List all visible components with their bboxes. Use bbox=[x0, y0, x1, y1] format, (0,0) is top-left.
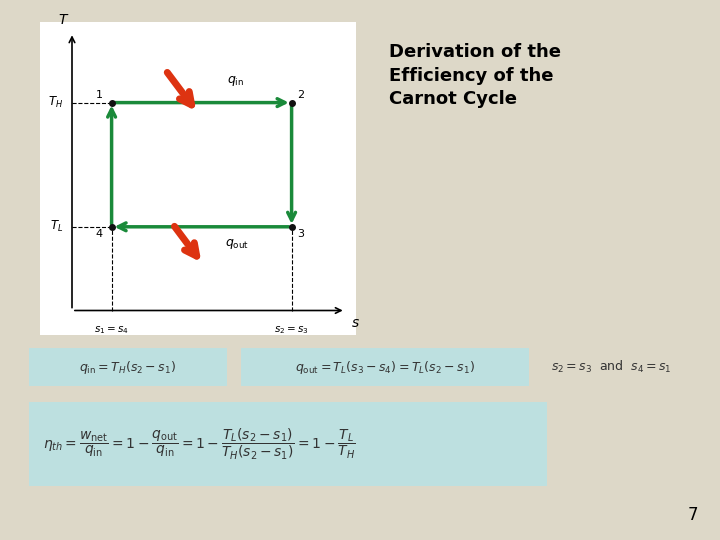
Text: 3: 3 bbox=[297, 230, 305, 240]
Bar bbox=[241, 348, 529, 386]
Text: $q_{\rm in} = T_H(s_2 - s_1)$: $q_{\rm in} = T_H(s_2 - s_1)$ bbox=[79, 359, 176, 376]
Text: $s_1 = s_4$: $s_1 = s_4$ bbox=[94, 324, 129, 336]
Text: 7: 7 bbox=[688, 506, 698, 524]
Text: Derivation of the
Efficiency of the
Carnot Cycle: Derivation of the Efficiency of the Carn… bbox=[389, 43, 561, 109]
Text: $s_2 = s_3$  and  $s_4 = s_1$: $s_2 = s_3$ and $s_4 = s_1$ bbox=[551, 359, 672, 375]
Text: $q_{\rm out}$: $q_{\rm out}$ bbox=[225, 238, 248, 251]
Text: 1: 1 bbox=[96, 90, 103, 100]
Text: $s_2 = s_3$: $s_2 = s_3$ bbox=[274, 324, 309, 336]
Text: $q_{\rm in}$: $q_{\rm in}$ bbox=[227, 74, 244, 88]
Text: $T_H$: $T_H$ bbox=[48, 95, 63, 110]
Text: 2: 2 bbox=[297, 90, 305, 100]
Bar bbox=[29, 348, 227, 386]
Text: $\eta_{th} = \dfrac{w_{\rm net}}{q_{\rm in}} = 1 - \dfrac{q_{\rm out}}{q_{\rm in: $\eta_{th} = \dfrac{w_{\rm net}}{q_{\rm … bbox=[43, 427, 356, 462]
Text: $T_L$: $T_L$ bbox=[50, 219, 63, 234]
Text: $q_{\rm out} = T_L(s_3 - s_4) = T_L(s_2 - s_1)$: $q_{\rm out} = T_L(s_3 - s_4) = T_L(s_2 … bbox=[295, 359, 475, 376]
Bar bbox=[40, 22, 356, 335]
Text: 4: 4 bbox=[96, 230, 103, 240]
Text: $T$: $T$ bbox=[58, 13, 69, 27]
Text: $s$: $s$ bbox=[351, 316, 360, 330]
Bar bbox=[29, 402, 547, 486]
